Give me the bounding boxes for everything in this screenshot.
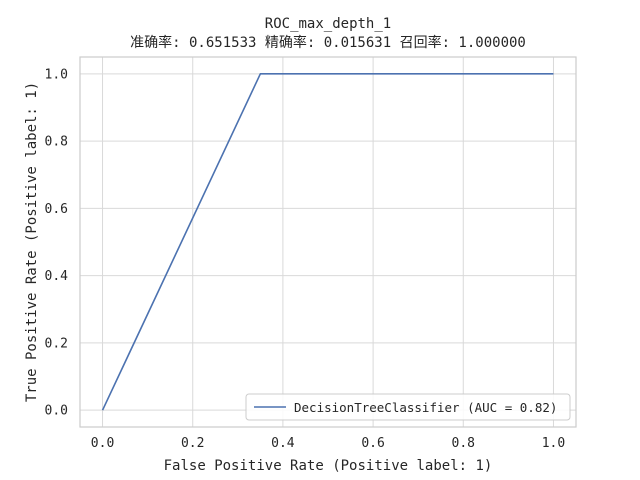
series-layer [101,73,554,411]
x-tick-label: 1.0 [542,436,565,451]
legend-label: DecisionTreeClassifier (AUC = 0.82) [294,400,557,415]
y-tick-label: 0.0 [45,404,68,419]
legend: DecisionTreeClassifier (AUC = 0.82) [245,393,571,421]
x-axis-ticks: 0.0 0.2 0.4 0.6 0.8 1.0 [91,436,565,451]
roc-curve-line [101,73,554,411]
y-tick-label: 0.8 [45,135,68,150]
chart-subtitle: 准确率: 0.651533 精确率: 0.015631 召回率: 1.00000… [130,34,526,51]
y-tick-label: 1.0 [45,67,68,82]
chart-title: ROC_max_depth_1 [265,16,391,32]
y-axis-label: True Positive Rate (Positive label: 1) [24,82,40,402]
legend-box [245,393,571,421]
x-tick-label: 0.6 [361,436,384,451]
y-tick-label: 0.4 [45,269,69,284]
x-axis-label: False Positive Rate (Positive label: 1) [164,458,493,474]
x-tick-label: 0.2 [181,436,204,451]
plot-frame [79,56,577,428]
x-tick-label: 0.8 [452,436,475,451]
grid-lines [80,57,576,427]
y-tick-label: 0.6 [45,202,68,217]
x-tick-label: 0.0 [91,436,114,451]
y-axis-ticks: 0.0 0.2 0.4 0.6 0.8 1.0 [45,67,69,418]
y-tick-label: 0.2 [45,336,68,351]
x-tick-label: 0.4 [271,436,295,451]
